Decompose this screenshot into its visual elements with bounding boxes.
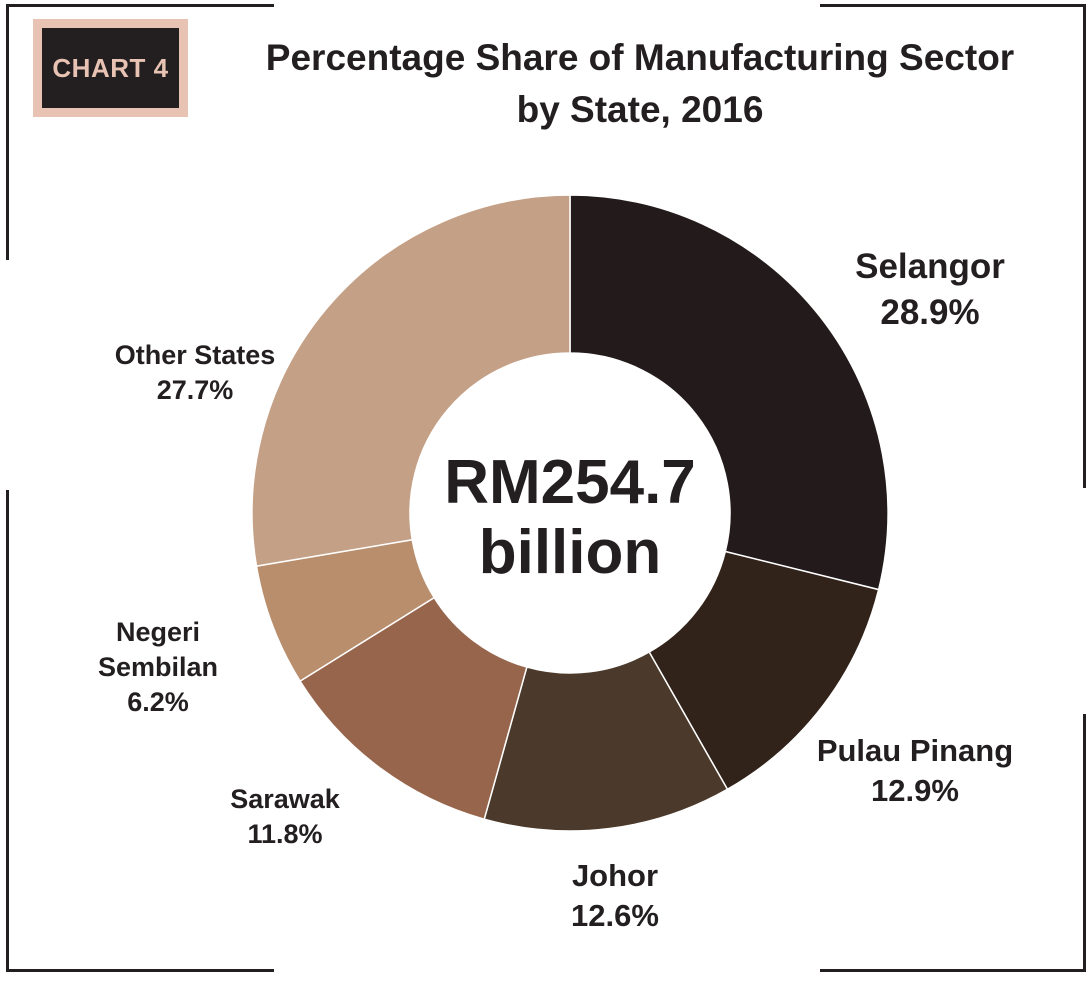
slice-value: 28.9% (880, 292, 980, 332)
slice-value: 11.8% (247, 819, 323, 850)
slice-name: Sarawak (230, 784, 340, 814)
center-total-unit: billion (478, 518, 662, 587)
slice-name-line2: Sembilan (97, 652, 219, 683)
chart-title-line1: Percentage Share of Manufacturing Sector (265, 37, 1015, 78)
frame-top-right (820, 4, 1086, 7)
center-total-value: RM254.7 (444, 448, 696, 517)
frame-bottom-right (820, 969, 1086, 972)
slice-value: 27.7% (156, 375, 234, 406)
slice-label-pulau-pinang: Pulau Pinang 12.9% (800, 731, 1030, 812)
slice-value: 12.9% (871, 773, 959, 809)
frame-left-lower (6, 490, 9, 972)
slice-name: Johor (571, 858, 659, 893)
frame-top-left (6, 4, 274, 7)
slice-label-johor: Johor 12.6% (515, 856, 715, 937)
slice-label-other-states: Other States 27.7% (95, 338, 295, 408)
chart-number-label: CHART 4 (52, 52, 169, 83)
slice-pulau-pinang (648, 550, 880, 791)
frame-bottom-left (6, 969, 274, 972)
frame-right-lower (1083, 714, 1086, 972)
frame-left-upper (6, 4, 9, 260)
slice-label-selangor: Selangor 28.9% (830, 244, 1030, 335)
slice-other-states (251, 194, 571, 568)
chart-number-badge: CHART 4 (33, 19, 188, 117)
slice-label-negeri-sembilan: Negeri Sembilan 6.2% (68, 615, 248, 720)
donut-center-total: RM254.7 billion (410, 448, 730, 588)
chart-title-line2: by State, 2016 (516, 89, 764, 130)
slice-value: 6.2% (127, 687, 189, 718)
frame-right-upper (1083, 4, 1086, 488)
slice-selangor (569, 194, 889, 591)
slice-name: Selangor (855, 247, 1005, 286)
chart-title: Percentage Share of Manufacturing Sector… (230, 32, 1050, 136)
slice-name: Other States (114, 340, 276, 370)
slice-value: 12.6% (571, 898, 659, 934)
slice-label-sarawak: Sarawak 11.8% (195, 782, 375, 852)
slice-name: Pulau Pinang (816, 733, 1014, 768)
slice-name-line1: Negeri (115, 617, 201, 647)
